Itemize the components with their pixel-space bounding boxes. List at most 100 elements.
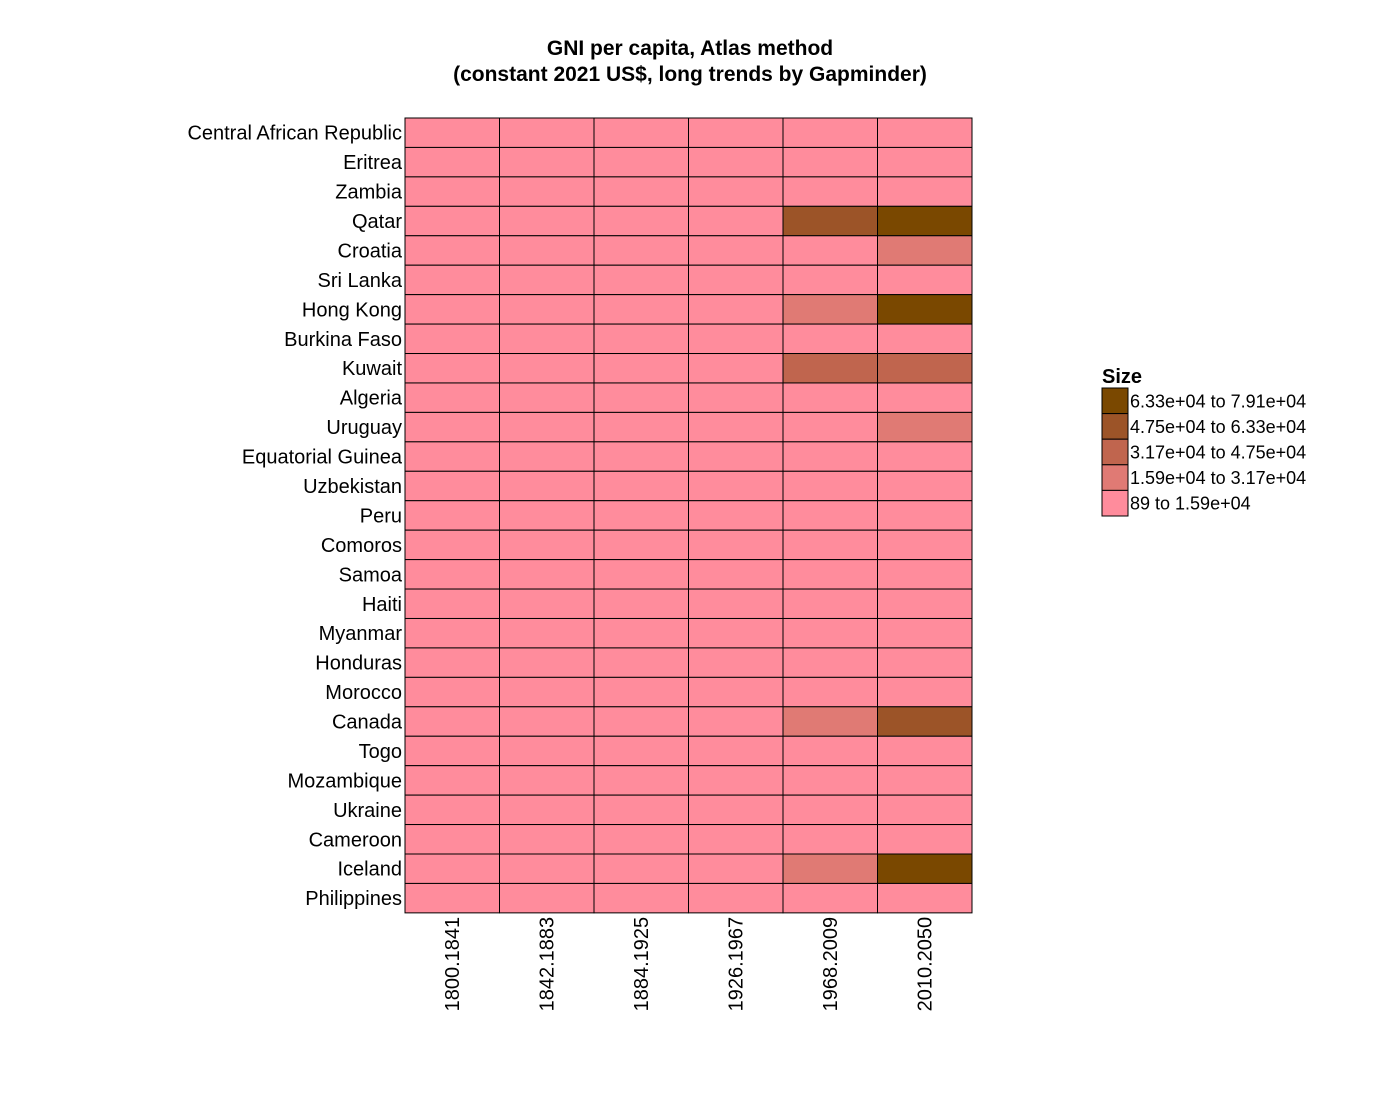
row-label: Algeria <box>340 388 403 410</box>
heatmap-cell <box>404 382 500 413</box>
heatmap-cell <box>688 176 784 207</box>
column-label: 1884.1925 <box>631 917 653 1012</box>
heatmap-cell <box>499 353 595 384</box>
heatmap-cell <box>782 882 878 914</box>
heatmap-cell <box>593 382 689 413</box>
heatmap-cell <box>782 735 878 767</box>
heatmap-cell <box>499 382 595 413</box>
legend: Size 6.33e+04 to 7.91e+04 4.75e+04 to 6.33… <box>1101 366 1306 517</box>
heatmap-cell <box>688 235 784 266</box>
heatmap-cell <box>877 529 973 561</box>
heatmap-cell <box>404 765 500 796</box>
heatmap-cell <box>688 264 784 296</box>
heatmap-cell <box>877 824 973 855</box>
heatmap-cell <box>877 853 973 884</box>
heatmap-cell <box>404 853 500 884</box>
heatmap-cell <box>688 294 784 325</box>
row-label: Croatia <box>338 240 403 262</box>
heatmap-cell <box>593 264 689 296</box>
heatmap-cell <box>404 441 500 472</box>
row-label: Togo <box>359 741 402 763</box>
heatmap-cell <box>404 323 500 355</box>
heatmap-cell <box>688 559 784 590</box>
row-label: Haiti <box>362 594 402 616</box>
heatmap-cell <box>593 353 689 384</box>
row-label: Philippines <box>305 888 402 910</box>
heatmap-cell <box>782 117 878 148</box>
chart-title-line-1: GNI per capita, Atlas method <box>546 37 834 60</box>
heatmap-cell <box>877 294 973 325</box>
heatmap-cell <box>782 441 878 472</box>
heatmap-cell <box>499 559 595 590</box>
heatmap-cell <box>404 794 500 826</box>
heatmap-cell <box>593 500 689 531</box>
heatmap-cell <box>877 441 973 472</box>
legend-swatch <box>1101 438 1129 466</box>
heatmap-cell <box>877 205 973 237</box>
heatmap-cell <box>499 853 595 884</box>
heatmap-cell <box>593 559 689 590</box>
heatmap-cell <box>877 353 973 384</box>
heatmap-cell <box>499 411 595 443</box>
heatmap-cell <box>404 500 500 531</box>
heatmap-cell <box>877 176 973 207</box>
column-label: 2010.2050 <box>915 917 937 1012</box>
heatmap-cell <box>499 264 595 296</box>
heatmap-cell <box>593 235 689 266</box>
row-label: Peru <box>360 505 402 527</box>
heatmap-cell <box>877 470 973 502</box>
row-label: Qatar <box>352 211 402 233</box>
legend-label: 6.33e+04 to 7.91e+04 <box>1130 391 1306 411</box>
heatmap-cell <box>499 323 595 355</box>
chart-title: GNI per capita, Atlas method (constant 2… <box>340 36 1040 88</box>
heatmap-cell <box>877 500 973 531</box>
heatmap-cell <box>877 735 973 767</box>
heatmap-cell <box>688 382 784 413</box>
heatmap-cell <box>688 500 784 531</box>
heatmap-cell <box>404 529 500 561</box>
heatmap-cells <box>404 117 973 914</box>
heatmap-cell <box>593 588 689 619</box>
heatmap-cell <box>593 794 689 826</box>
heatmap-cell <box>782 411 878 443</box>
heatmap-cell <box>404 235 500 266</box>
heatmap-cell <box>782 323 878 355</box>
heatmap-cell <box>499 617 595 649</box>
heatmap-cell <box>782 264 878 296</box>
heatmap-cell <box>688 647 784 678</box>
heatmap-cell <box>593 176 689 207</box>
heatmap-cell <box>782 794 878 826</box>
heatmap-cell <box>877 706 973 737</box>
heatmap-cell <box>877 794 973 826</box>
heatmap-cell <box>499 647 595 678</box>
heatmap-cell <box>688 441 784 472</box>
heatmap-cell <box>877 235 973 266</box>
legend-title: Size <box>1102 366 1142 388</box>
heatmap-cell <box>499 500 595 531</box>
heatmap-cell <box>404 735 500 767</box>
heatmap-cell <box>593 205 689 237</box>
heatmap-cell <box>499 441 595 472</box>
heatmap-cell <box>688 882 784 914</box>
heatmap-cell <box>782 706 878 737</box>
legend-label: 89 to 1.59e+04 <box>1130 494 1251 514</box>
heatmap-cell <box>499 882 595 914</box>
heatmap-cell <box>782 500 878 531</box>
heatmap-cell <box>404 205 500 237</box>
heatmap-cell <box>688 146 784 178</box>
heatmap-cell <box>593 470 689 502</box>
heatmap-cell <box>782 529 878 561</box>
row-label: Central African Republic <box>187 123 402 145</box>
heatmap-cell <box>877 647 973 678</box>
legend-swatch <box>1101 464 1129 491</box>
heatmap-cell <box>404 294 500 325</box>
heatmap-cell <box>593 853 689 884</box>
row-label: Equatorial Guinea <box>242 447 403 469</box>
heatmap-cell <box>688 588 784 619</box>
legend-swatch <box>1101 413 1129 440</box>
heatmap-cell <box>499 706 595 737</box>
heatmap-cell <box>593 441 689 472</box>
heatmap-cell <box>593 617 689 649</box>
column-labels: 1800.1841 1842.1883 1884.1925 1926.1967 1968… <box>442 917 937 1012</box>
